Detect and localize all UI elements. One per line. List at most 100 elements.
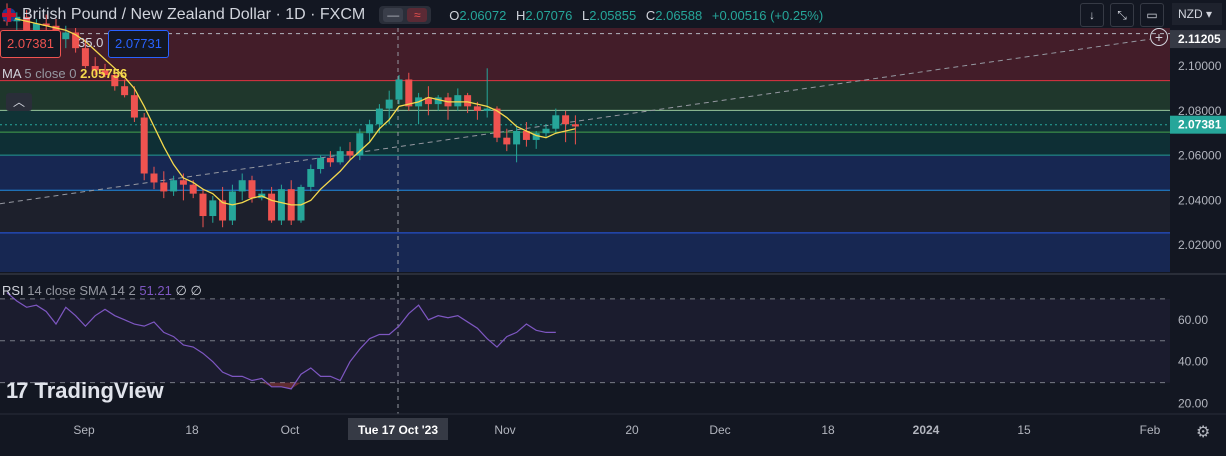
currency-selector[interactable]: NZD ▾: [1172, 3, 1222, 25]
candle-body-7: [72, 32, 80, 49]
candle-body-24: [238, 180, 246, 192]
candle-body-18: [179, 180, 187, 185]
candle-body-12: [121, 86, 129, 96]
zone-band-3: [0, 132, 1170, 156]
candle-body-28: [277, 189, 285, 221]
rsi-legend[interactable]: RSI 14 close SMA 14 2 51.21 ∅ ∅: [2, 283, 202, 299]
close-value: 2.06588: [655, 7, 703, 23]
low-value: 2.05855: [589, 7, 637, 23]
chart-mode-toggle[interactable]: — ≈: [379, 6, 432, 24]
tradingview-logo[interactable]: 17 TradingView: [6, 378, 164, 404]
buy-price-button[interactable]: 2.07731: [108, 30, 169, 58]
symbol-title[interactable]: British Pound / New Zealand Dollar · 1D …: [22, 6, 366, 23]
ma-value: 2.05756: [80, 66, 128, 81]
tradingview-logo-text: TradingView: [34, 378, 164, 403]
candle-body-3: [32, 23, 40, 31]
candle-body-21: [209, 200, 217, 217]
currency-label: NZD: [1178, 7, 1203, 21]
time-tick-label-6: Dec: [709, 423, 730, 437]
add-alert-plus-icon[interactable]: +: [1150, 28, 1168, 46]
candle-body-47: [464, 95, 472, 107]
candle-body-46: [454, 95, 462, 107]
zone-band-6: [0, 232, 1170, 272]
candle-body-4: [42, 23, 50, 26]
tradingview-logo-icon: 17: [6, 378, 29, 403]
candle-body-44: [434, 97, 442, 105]
candle-body-6: [62, 32, 70, 40]
close-label: C: [645, 7, 656, 23]
candle-body-25: [248, 180, 256, 199]
change-value: +0.00516 (+0.25%): [711, 7, 824, 23]
ma5-line: [6, 16, 576, 206]
candle-body-52: [513, 130, 521, 145]
candle-body-34: [336, 151, 344, 163]
candle-body-54: [532, 133, 540, 140]
candle-body-35: [346, 151, 354, 156]
candle-body-55: [542, 128, 550, 134]
time-tick-label-9: 15: [1017, 423, 1031, 437]
rsi-params: 14 close SMA 14 2: [27, 283, 136, 298]
candle-body-17: [170, 180, 178, 192]
arrow-down-icon[interactable]: ↓: [1080, 3, 1104, 27]
rsi-extra-2: ∅: [190, 283, 202, 298]
rsi-oversold-fill: [261, 382, 301, 389]
chart-toolbar: ↓ ⤡ ▭: [1080, 3, 1164, 27]
candle-body-40: [395, 79, 403, 100]
fullscreen-icon[interactable]: ⤡: [1110, 3, 1134, 27]
screenshot-icon[interactable]: ▭: [1140, 3, 1164, 27]
rsi-tick-label-1: 40.00: [1178, 355, 1208, 369]
line-mode-icon[interactable]: —: [383, 8, 404, 22]
crosshair-price-badge: [1170, 30, 1226, 49]
spread-value: 35.0: [78, 35, 104, 50]
low-label: L: [582, 7, 590, 23]
candle-body-19: [189, 184, 197, 194]
candle-body-38: [375, 108, 383, 125]
candle-body-27: [268, 193, 276, 221]
candle-body-41: [405, 79, 413, 107]
candle-body-8: [81, 48, 89, 67]
rsi-line: [6, 292, 556, 390]
candle-body-53: [522, 130, 530, 140]
rsi-value: 51.21: [139, 283, 172, 298]
candle-body-30: [297, 186, 305, 221]
candle-body-31: [307, 169, 315, 187]
open-value: 2.06072: [459, 7, 507, 23]
candle-body-11: [111, 75, 119, 87]
candle-body-16: [160, 182, 168, 192]
candle-body-13: [130, 95, 138, 118]
candle-body-22: [219, 200, 227, 221]
price-axis-bg: [1170, 0, 1226, 414]
candle-body-58: [571, 124, 579, 127]
candle-body-51: [503, 137, 511, 145]
zone-band-1: [0, 80, 1170, 111]
candle-body-57: [562, 115, 570, 125]
time-tick-label-7: 18: [821, 423, 835, 437]
wave-mode-icon[interactable]: ≈: [407, 8, 428, 22]
settings-gear-icon[interactable]: ⚙: [1196, 424, 1211, 441]
price-tick-label-0: 2.10000: [1178, 59, 1222, 73]
ma-name: MA: [2, 66, 21, 81]
zone-band-5: [0, 190, 1170, 233]
candle-body-33: [326, 157, 334, 163]
sell-price-button[interactable]: 2.07381: [0, 30, 61, 58]
zone-band-2: [0, 110, 1170, 133]
candle-body-32: [317, 157, 325, 170]
last-price-label: 2.07381: [1178, 118, 1222, 132]
candle-body-37: [366, 124, 374, 134]
symbol-header: British Pound / New Zealand Dollar · 1D …: [0, 4, 829, 26]
ma-params: 5 close 0: [24, 66, 77, 81]
open-label: O: [449, 7, 460, 23]
candle-body-10: [101, 70, 109, 76]
candle-body-36: [356, 133, 364, 156]
candle-body-48: [473, 106, 481, 111]
time-tick-label-1: 18: [185, 423, 199, 437]
candle-body-15: [150, 173, 158, 183]
high-label: H: [515, 7, 526, 23]
ma-legend[interactable]: MA 5 close 0 2.05756: [2, 66, 127, 81]
crosshair-date-label: Tue 17 Oct '23: [358, 423, 438, 437]
time-tick-label-0: Sep: [73, 423, 95, 437]
collapse-legend-button[interactable]: ︿: [6, 93, 32, 111]
candle-body-43: [424, 97, 432, 105]
candle-body-39: [385, 99, 393, 109]
